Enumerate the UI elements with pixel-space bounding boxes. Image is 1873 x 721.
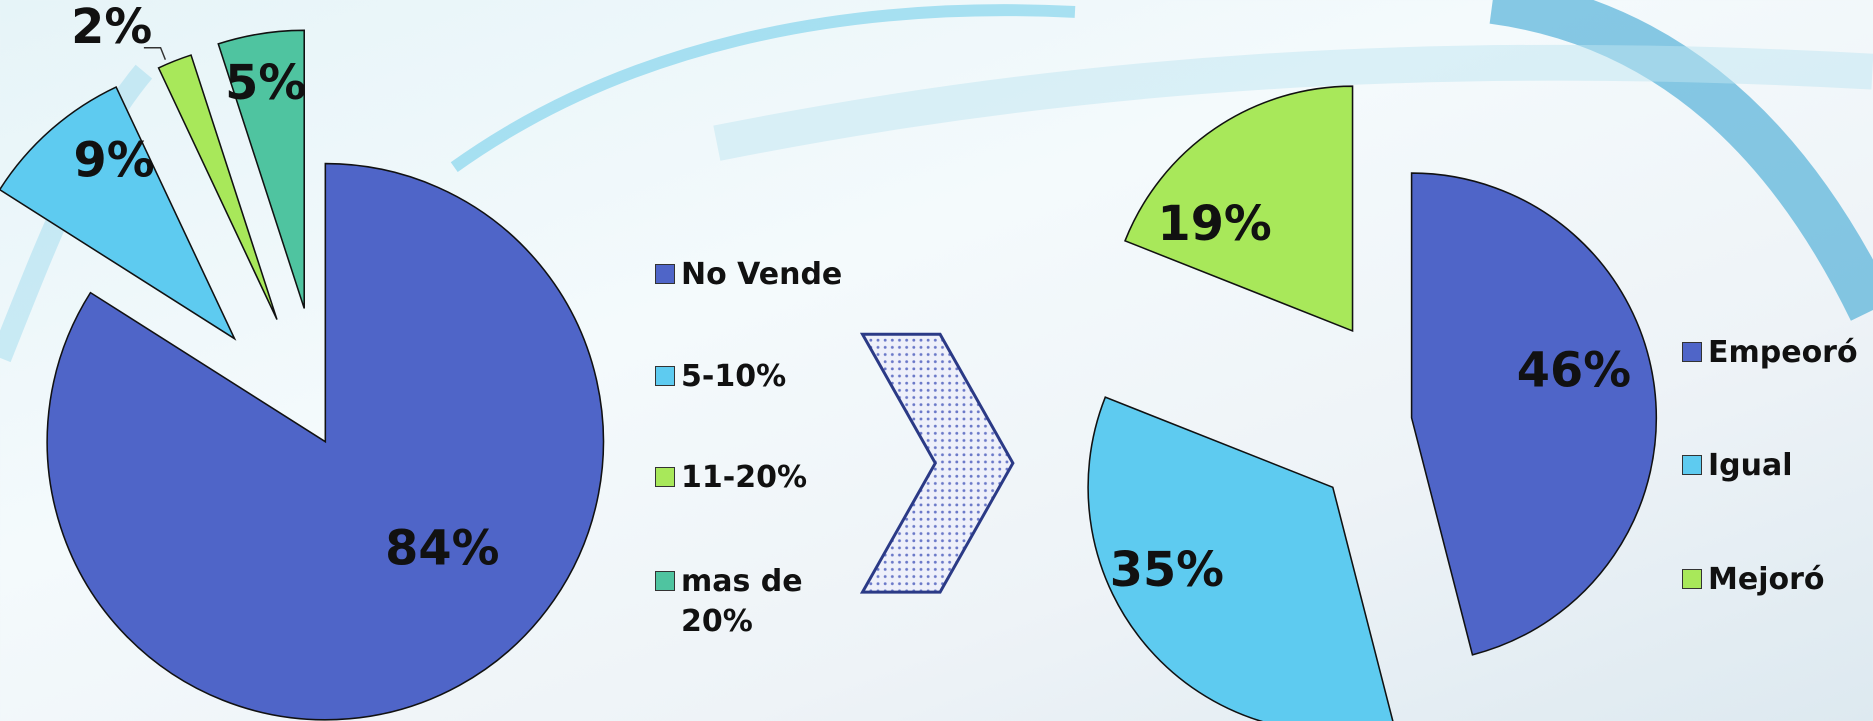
legend-swatch [655, 366, 675, 386]
legend-label: 11-20% [681, 460, 808, 495]
legend-item: Mejoró [1682, 560, 1873, 600]
legend-label: Empeoró [1708, 335, 1858, 370]
pie-slice [46, 162, 605, 721]
data-label: 9% [74, 134, 155, 189]
legend-item: mas de 20% [655, 562, 856, 642]
legend-item: Empeoró [1682, 333, 1873, 373]
legend-label: Mejoró [1708, 562, 1825, 597]
legend-label: No Vende [681, 257, 843, 292]
pie-slice [1087, 396, 1394, 721]
legend-item: 5-10% [655, 357, 856, 397]
legend-swatch [1682, 569, 1702, 589]
pie-slice [1124, 85, 1354, 333]
legend-label: 5-10% [681, 359, 787, 394]
legend-swatch [655, 467, 675, 487]
data-label: 5% [225, 56, 306, 111]
legend-swatch [655, 264, 675, 284]
pie-slice [217, 29, 305, 309]
pie-slice [157, 54, 278, 320]
pie-slice [0, 86, 237, 341]
legend-swatch [1682, 342, 1702, 362]
chevron-arrow [859, 332, 1015, 594]
legend-item: Igual [1682, 446, 1873, 486]
legend-swatch [655, 571, 675, 591]
legend-swatch [1682, 455, 1702, 475]
data-label: 46% [1517, 344, 1631, 399]
data-label: 2% [71, 0, 152, 55]
leader-line [143, 47, 167, 60]
pie-slice [1410, 172, 1658, 656]
data-label: 84% [385, 521, 499, 576]
data-label: 35% [1110, 543, 1224, 598]
data-label: 19% [1158, 197, 1272, 252]
legend-item: 11-20% [655, 458, 856, 498]
legend-label: Igual [1708, 448, 1793, 483]
legend-item: No Vende [655, 255, 856, 295]
legend-label: mas de 20% [681, 564, 803, 639]
